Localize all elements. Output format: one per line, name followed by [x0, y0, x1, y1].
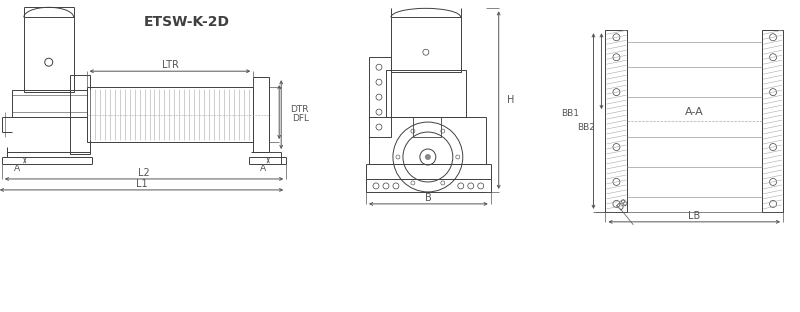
Circle shape: [425, 154, 431, 160]
Text: H: H: [506, 95, 514, 105]
Text: BB2: BB2: [578, 123, 595, 132]
Bar: [369, 57, 391, 137]
Text: DTR: DTR: [290, 105, 309, 114]
Bar: [70, 75, 90, 154]
Text: LTR: LTR: [162, 60, 178, 70]
Text: B: B: [425, 193, 432, 203]
Text: BB1: BB1: [562, 109, 579, 118]
Bar: [254, 77, 270, 152]
Bar: [366, 179, 490, 192]
Bar: [762, 30, 783, 212]
Text: L2: L2: [138, 168, 150, 178]
Text: DFL: DFL: [292, 114, 309, 123]
Text: A-A: A-A: [686, 107, 704, 117]
Text: LB: LB: [688, 211, 700, 221]
Bar: [369, 117, 486, 164]
Text: A: A: [260, 164, 266, 173]
Text: L1: L1: [136, 179, 147, 189]
Bar: [86, 87, 254, 142]
Text: DB: DB: [616, 197, 631, 213]
Bar: [12, 90, 86, 117]
Bar: [391, 17, 461, 72]
Bar: [606, 30, 627, 212]
Bar: [24, 17, 74, 92]
Bar: [413, 117, 441, 137]
Text: A: A: [14, 164, 20, 173]
Bar: [386, 70, 466, 117]
Text: ETSW-K-2D: ETSW-K-2D: [143, 15, 230, 29]
